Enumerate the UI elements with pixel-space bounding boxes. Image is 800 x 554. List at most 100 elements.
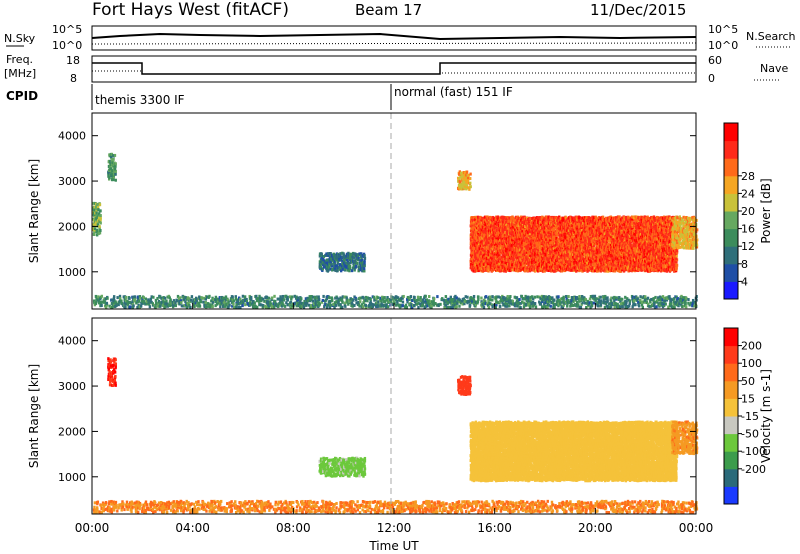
- power-cell: [341, 255, 344, 259]
- power-cell: [332, 259, 336, 263]
- power-cell: [477, 231, 480, 235]
- power-cell: [109, 169, 113, 173]
- power-cell: [486, 243, 489, 247]
- power-cell: [482, 243, 485, 247]
- power-cell: [463, 171, 467, 175]
- power-cell: [487, 269, 490, 273]
- power-cell: [363, 269, 366, 273]
- power-cell: [95, 233, 99, 237]
- power-cell: [108, 171, 111, 175]
- power-cell: [352, 252, 355, 256]
- power-cell: [467, 173, 470, 177]
- power-cell: [477, 266, 480, 270]
- power-cell: [483, 267, 487, 271]
- power-cell: [349, 266, 352, 270]
- power-cell: [585, 216, 588, 220]
- power-cell: [356, 261, 359, 265]
- power-cell: [488, 219, 492, 223]
- power-cell: [95, 216, 98, 220]
- power-cell: [94, 205, 98, 209]
- power-cell: [99, 209, 102, 213]
- power-cell: [95, 207, 98, 211]
- power-cell: [94, 215, 97, 219]
- power-cell: [346, 266, 349, 270]
- power-cell: [482, 231, 486, 235]
- power-cell: [462, 181, 465, 185]
- power-cell: [334, 268, 337, 272]
- power-cell: [114, 172, 117, 176]
- power-cell: [343, 267, 347, 271]
- power-cell: [477, 242, 481, 246]
- power-cell: [491, 255, 494, 259]
- power-cell: [498, 253, 501, 257]
- power-cell: [322, 258, 325, 262]
- power-cell: [350, 257, 354, 261]
- power-cell: [114, 178, 117, 182]
- power-cell: [334, 264, 338, 268]
- power-cell: [358, 252, 361, 256]
- power-cell: [339, 258, 343, 262]
- power-cell: [353, 264, 356, 268]
- power-cell: [336, 269, 339, 273]
- power-cell: [488, 265, 491, 269]
- power-cell: [338, 263, 342, 267]
- freq-tick-left-bottom: 8: [70, 72, 77, 85]
- power-cell: [479, 259, 483, 263]
- power-cell: [490, 239, 494, 243]
- date-label: 11/Dec/2015: [590, 1, 686, 19]
- power-cell: [363, 256, 367, 260]
- power-plot-frame: [92, 113, 696, 309]
- power-cell: [95, 228, 99, 232]
- power-cell: [345, 252, 349, 256]
- power-cell: [333, 255, 336, 259]
- power-cell: [97, 232, 100, 236]
- power-cell: [98, 203, 102, 207]
- power-cell: [96, 216, 99, 220]
- power-cell: [329, 252, 332, 256]
- power-cell: [92, 224, 95, 228]
- power-cell: [339, 252, 342, 256]
- power-cell: [474, 255, 477, 259]
- power-cell: [360, 252, 363, 256]
- freq-panel-frame: [91, 55, 697, 83]
- power-cell: [494, 217, 498, 221]
- power-cell: [360, 261, 363, 265]
- power-cell: [501, 222, 504, 226]
- power-cell: [500, 266, 503, 270]
- power-cell: [469, 181, 472, 185]
- power-cell: [99, 218, 102, 222]
- power-cell: [337, 265, 341, 269]
- power-cell: [320, 256, 323, 260]
- power-cell: [472, 216, 476, 220]
- station-title: Fort Hays West (fitACF): [92, 0, 289, 20]
- power-cell: [472, 269, 475, 273]
- power-cell: [459, 175, 463, 179]
- noise-sky-trace: [91, 32, 697, 41]
- power-cell: [499, 224, 502, 228]
- power-cell: [483, 218, 486, 222]
- power-cell: [109, 155, 113, 159]
- power-cell: [490, 221, 493, 225]
- power-cell: [360, 257, 363, 261]
- power-cell: [113, 153, 117, 157]
- power-cell: [110, 171, 113, 175]
- power-cell: [459, 185, 462, 189]
- power-cell: [484, 231, 488, 235]
- power-cell: [468, 177, 472, 181]
- power-cell: [476, 233, 479, 237]
- power-cell: [343, 263, 347, 267]
- power-cell: [325, 253, 329, 257]
- power-cell: [465, 183, 468, 187]
- power-cell: [112, 166, 116, 170]
- power-cell: [489, 216, 493, 220]
- power-cell: [360, 265, 363, 269]
- power-cell: [336, 256, 339, 260]
- cpid-segment-1: themis 3300 IF: [95, 93, 185, 107]
- power-cell: [363, 263, 366, 267]
- power-cell: [498, 262, 501, 266]
- power-cell: [472, 223, 475, 227]
- power-cell: [336, 261, 339, 265]
- power-cell: [319, 265, 323, 269]
- power-cell: [498, 236, 502, 240]
- power-cell: [469, 224, 473, 228]
